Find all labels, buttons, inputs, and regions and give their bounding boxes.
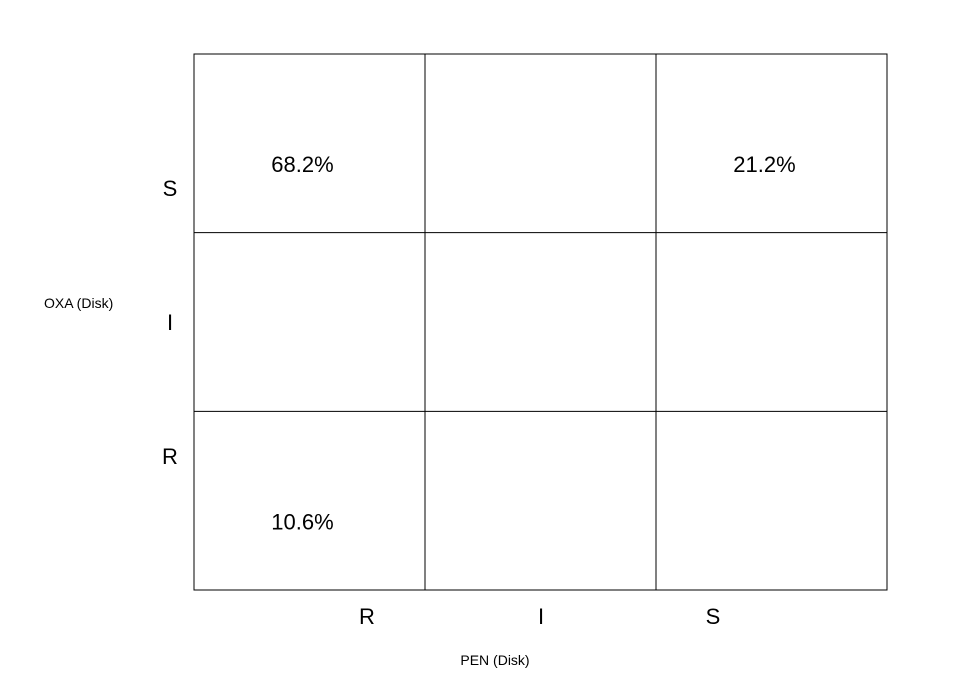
x-tick-label: S [706, 604, 721, 629]
y-tick-label: I [167, 310, 173, 335]
x-axis-title: PEN (Disk) [460, 652, 529, 668]
plot-border [193, 53, 888, 591]
x-tick-label: R [359, 604, 375, 629]
x-tick-label: I [538, 604, 544, 629]
y-tick-label: S [163, 176, 178, 201]
tick-labels: R I S S I R [162, 176, 720, 629]
y-tick-label: R [162, 444, 178, 469]
cell-value-label: 68.2% [271, 152, 333, 177]
cell-labels: 68.2% 21.2% 10.6% [271, 152, 795, 534]
cell-value-label: 21.2% [733, 152, 795, 177]
grid [193, 53, 888, 591]
cell-value-label: 10.6% [271, 509, 333, 534]
y-axis-title: OXA (Disk) [44, 295, 113, 311]
